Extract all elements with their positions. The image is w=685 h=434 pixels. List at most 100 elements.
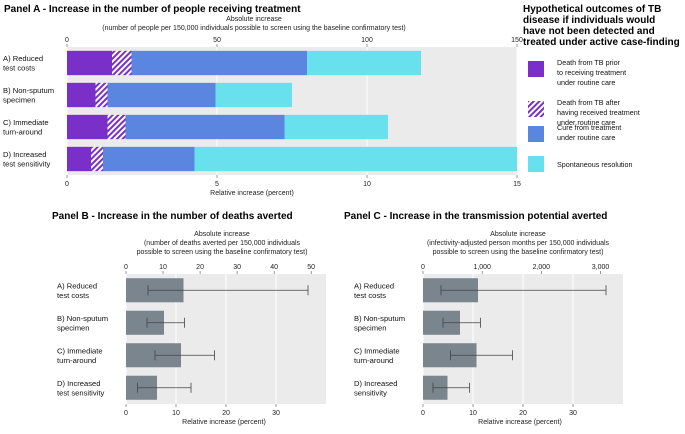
legend-label: under routine care (557, 118, 615, 127)
panel-a-top-tick-label: 0 (65, 37, 69, 44)
legend-label: Death from TB after (557, 98, 621, 107)
panel-b-top-tick-label: 10 (159, 264, 167, 271)
panel-c-bottom-tick-label: 30 (569, 410, 577, 417)
panel-a: Panel A - Increase in the number of peop… (3, 4, 523, 197)
panel-c-category-label: A) Reduced (354, 281, 394, 290)
panel-a-bar-segment (284, 114, 388, 140)
panel-c-category-label: turn-around (354, 356, 393, 365)
panel-a-bar-segment (125, 114, 285, 140)
panel-b-category-label: test sensitivity (57, 388, 104, 397)
legend-title-line-2: disease if individuals would (523, 15, 655, 26)
panel-a-bar-segment (103, 146, 195, 172)
panel-b-top-tick-label: 20 (196, 264, 204, 271)
panel-a-category-label: B) Non-sputum (3, 86, 54, 95)
panel-b-category-label: specimen (57, 323, 90, 332)
panel-c-bottom-tick-label: 20 (519, 410, 527, 417)
panel-b-top-tick-label: 50 (307, 264, 315, 271)
panel-a-title: Panel A - Increase in the number of peop… (4, 4, 301, 15)
legend-label: to receiving treatment (557, 68, 626, 77)
panel-a-x-axis-label: Relative increase (percent) (210, 190, 294, 197)
panel-c-x-axis-label: Relative increase (percent) (478, 419, 562, 426)
panel-a-bar-segment (67, 50, 112, 76)
panel-b-top-tick-label: 30 (233, 264, 241, 271)
panel-a-legend: Hypothetical outcomes of TB disease if i… (523, 4, 680, 172)
panel-b-bottom-tick-label: 20 (222, 410, 230, 417)
panel-b-top-tick-label: 40 (270, 264, 278, 271)
panel-a-top-tick-label: 100 (361, 37, 373, 44)
panel-a-top-tick-label: 50 (213, 37, 221, 44)
panel-b-bottom-tick-label: 0 (124, 410, 128, 417)
panel-c-title: Panel C - Increase in the transmission p… (344, 211, 607, 222)
legend-swatch (528, 101, 544, 117)
legend-label: Death from TB prior (557, 58, 621, 67)
panel-c-top-tick-label: 0 (421, 264, 425, 271)
legend-title-line-3: have not been detected and (523, 26, 655, 37)
panel-b-bottom-tick-label: 10 (172, 410, 180, 417)
panel-c-top-tick-label: 2,000 (533, 264, 551, 271)
panel-a-bar-segment (112, 50, 132, 76)
panel-b-category-label: D) Increased (57, 379, 100, 388)
panel-b-category-label: C) Immediate (57, 346, 103, 355)
panel-b-category-label: test costs (57, 291, 89, 300)
panel-b: Panel B - Increase in the number of deat… (52, 211, 326, 426)
panel-c-category-label: test costs (354, 291, 386, 300)
panel-a-bar-segment (194, 146, 517, 172)
panel-c-category-label: D) Increased (354, 379, 397, 388)
legend-title-line-4: treated under active case-finding (523, 37, 680, 48)
panel-a-category-label: C) Immediate (3, 118, 49, 127)
legend-label: Cure from treatment (557, 123, 621, 132)
legend-label: having received treatment (557, 108, 640, 117)
panel-b-category-label: B) Non-sputum (57, 314, 108, 323)
panel-a-bar-segment (131, 50, 307, 76)
panel-c-category-label: sensitivity (354, 388, 387, 397)
panel-a-bar-segment (107, 114, 126, 140)
panel-a-category-label: D) Increased (3, 150, 46, 159)
legend-label: Spontaneous resolution (557, 160, 633, 169)
legend-swatch (528, 61, 544, 77)
panel-b-category-label: A) Reduced (57, 281, 97, 290)
panel-b-top-axis-subtitle-1: (number of deaths averted per 150,000 in… (144, 240, 301, 247)
panel-a-bar-segment (91, 146, 103, 172)
panel-a-bottom-tick-label: 0 (65, 181, 69, 188)
panel-a-bar-segment (107, 82, 216, 108)
panel-c-category-label: specimen (354, 323, 387, 332)
panel-c-top-tick-label: 1,000 (473, 264, 491, 271)
panel-b-title: Panel B - Increase in the number of deat… (52, 211, 293, 222)
panel-c-top-tick-label: 3,000 (592, 264, 610, 271)
legend-swatch (528, 126, 544, 142)
panel-b-category-label: turn-around (57, 356, 96, 365)
panel-b-top-axis-subtitle-2: possible to screen using the baseline co… (137, 249, 308, 256)
panel-a-bar-segment (307, 50, 421, 76)
panel-c: Panel C - Increase in the transmission p… (344, 211, 623, 426)
legend-label: under routine care (557, 133, 615, 142)
panel-c-top-axis-subtitle-1: (infectivity-adjusted person months per … (427, 240, 610, 247)
panel-a-bar-segment (67, 146, 91, 172)
panel-b-bottom-tick-label: 30 (272, 410, 280, 417)
panel-a-category-label: A) Reduced (3, 54, 43, 63)
panel-a-bar-segment (95, 82, 108, 108)
panel-a-bottom-tick-label: 10 (363, 181, 371, 188)
panel-a-category-label: test sensitivity (3, 160, 50, 169)
panel-a-top-tick-label: 150 (511, 37, 523, 44)
panel-c-bottom-tick-label: 0 (421, 410, 425, 417)
panel-a-top-axis-subtitle: (number of people per 150,000 individual… (102, 25, 406, 32)
panel-c-category-label: C) Immediate (354, 346, 400, 355)
legend-swatch (528, 156, 544, 172)
legend-label: under routine care (557, 78, 615, 87)
panel-b-top-axis-title: Absolute increase (194, 231, 250, 238)
panel-b-top-tick-label: 0 (124, 264, 128, 271)
panel-c-bottom-tick-label: 10 (469, 410, 477, 417)
panel-a-top-axis-title: Absolute increase (226, 16, 282, 23)
panel-a-bottom-tick-label: 5 (215, 181, 219, 188)
panel-c-category-label: B) Non-sputum (354, 314, 405, 323)
legend-title-line-1: Hypothetical outcomes of TB (523, 4, 661, 15)
panel-a-category-label: turn-around (3, 128, 42, 137)
panel-a-bottom-tick-label: 15 (513, 181, 521, 188)
panel-c-top-axis-title: Absolute increase (490, 231, 546, 238)
panel-a-bar-segment (67, 82, 96, 108)
panel-b-x-axis-label: Relative increase (percent) (182, 419, 266, 426)
panel-a-category-label: specimen (3, 96, 36, 105)
panel-a-bar-segment (215, 82, 292, 108)
panel-c-top-axis-subtitle-2: possible to screen using the baseline co… (433, 249, 604, 256)
